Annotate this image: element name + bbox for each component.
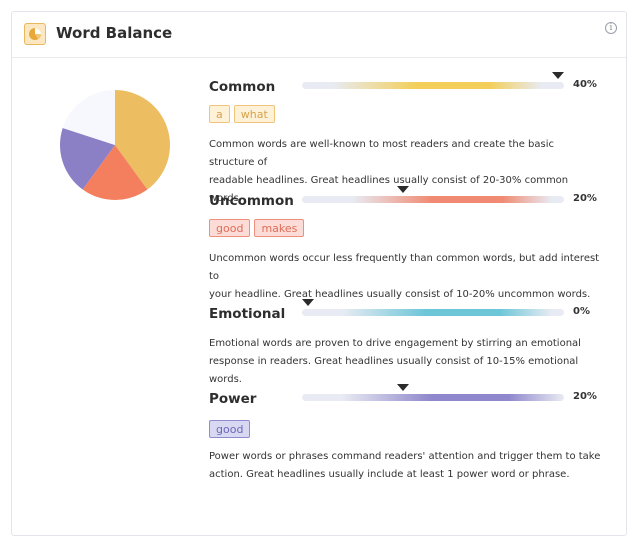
card-header: Word Balance i <box>12 12 626 58</box>
description-line: response in readers. Great headlines usu… <box>209 356 579 385</box>
pie-slice-power <box>60 128 115 190</box>
tag-list: a what <box>209 103 279 123</box>
word-balance-card: Word Balance i Common 40% a what Common w… <box>11 11 627 536</box>
pie-chart-icon <box>24 23 46 45</box>
pie-slice-uncommon <box>82 145 148 200</box>
word-tag[interactable]: makes <box>254 219 305 237</box>
pie-slice-neutral <box>62 90 115 145</box>
bar-track <box>302 394 564 401</box>
category-title: Uncommon <box>209 193 294 209</box>
info-icon[interactable]: i <box>605 22 617 34</box>
word-tag[interactable]: good <box>209 420 251 438</box>
bar-fill <box>352 196 552 203</box>
bar-track <box>302 82 564 89</box>
percent-value: 0% <box>573 306 590 317</box>
card-title: Word Balance <box>56 24 173 42</box>
description-line: action. Great headlines usually include … <box>209 469 570 480</box>
percent-value: 20% <box>573 193 597 204</box>
uncommon-bar <box>302 186 564 204</box>
category-description: Emotional words are proven to drive enga… <box>209 335 601 389</box>
bar-fill <box>332 82 542 89</box>
tag-list: good <box>209 418 254 438</box>
emotional-bar <box>302 299 564 317</box>
word-tag[interactable]: what <box>233 105 275 123</box>
level-marker <box>397 384 409 391</box>
word-tag[interactable]: good <box>209 219 251 237</box>
category-title: Power <box>209 391 257 407</box>
bar-track <box>302 196 564 203</box>
category-description: Power words or phrases command readers' … <box>209 448 601 484</box>
description-line: Power words or phrases command readers' … <box>209 451 601 462</box>
tag-list: good makes <box>209 217 308 237</box>
bar-track <box>302 309 564 316</box>
section-common: Common 40% a what Common words are well-k… <box>209 72 604 204</box>
percent-value: 20% <box>573 391 597 402</box>
category-description: Uncommon words occur less frequently tha… <box>209 250 601 304</box>
percent-value: 40% <box>573 79 597 90</box>
category-title: Emotional <box>209 306 286 322</box>
pie-slice-common <box>115 90 170 190</box>
level-marker <box>552 72 564 79</box>
word-balance-pie-chart <box>60 90 170 200</box>
description-line: Emotional words are proven to drive enga… <box>209 338 581 349</box>
category-title: Common <box>209 79 276 95</box>
description-line: your headline. Great headlines usually c… <box>209 289 591 300</box>
description-line: Common words are well-known to most read… <box>209 139 554 168</box>
section-uncommon: Uncommon 20% good makes Uncommon words oc… <box>209 186 604 300</box>
common-bar <box>302 72 564 90</box>
power-bar <box>302 384 564 402</box>
bar-fill <box>342 394 564 401</box>
level-marker <box>397 186 409 193</box>
description-line: Uncommon words occur less frequently tha… <box>209 253 600 282</box>
level-marker <box>302 299 314 306</box>
section-power: Power 20% good Power words or phrases co… <box>209 384 604 484</box>
description-line: readable headlines. Great headlines usua… <box>209 175 569 204</box>
bar-fill <box>342 309 552 316</box>
category-description: Common words are well-known to most read… <box>209 136 601 208</box>
word-tag[interactable]: a <box>209 105 230 123</box>
section-emotional: Emotional 0% Emotional words are proven … <box>209 299 604 385</box>
